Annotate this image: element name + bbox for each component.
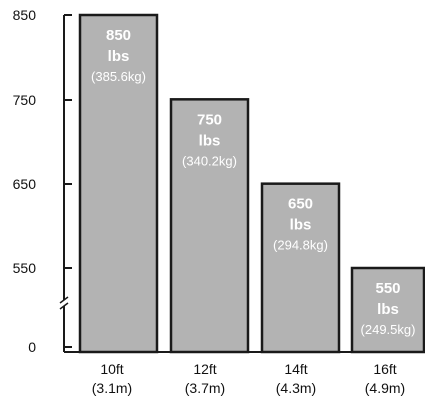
x-category-label: (4.9m) (365, 380, 405, 396)
bar-unit-label: lbs (108, 48, 130, 65)
bar-metric-label: (249.5kg) (361, 322, 416, 337)
bar (260, 182, 341, 354)
x-category-label: 14ft (284, 361, 307, 377)
x-category-label: (3.1m) (92, 380, 132, 396)
x-category-label: 10ft (100, 361, 123, 377)
y-tick-label: 0 (28, 339, 36, 355)
bar-value-label: 750 (197, 111, 222, 128)
x-category-label: (4.3m) (276, 380, 316, 396)
bar (350, 266, 425, 354)
x-axis-labels: 10ft (3.1m) 12ft (3.7m) 14ft (4.3m) 16ft (4.9m) (92, 361, 405, 396)
bar-unit-label: lbs (377, 301, 399, 318)
y-tick-label: 550 (13, 260, 37, 276)
bar-value-label: 550 (375, 280, 400, 297)
x-category-label: 16ft (373, 361, 396, 377)
bar-metric-label: (385.6kg) (91, 69, 146, 84)
bars: 850 lbs (385.6kg) 750 lbs (340.2kg) 650 lbs (294… (78, 13, 425, 354)
x-category-label: (3.7m) (185, 380, 225, 396)
y-axis-break-mark (59, 296, 69, 304)
bar-unit-label: lbs (290, 217, 312, 234)
bar-value-label: 850 (106, 27, 131, 44)
y-tick-label: 750 (13, 92, 37, 108)
x-category-label: 12ft (193, 361, 216, 377)
y-tick-label: 650 (13, 176, 37, 192)
bar-metric-label: (294.8kg) (273, 238, 328, 253)
bar (78, 13, 159, 354)
bar-metric-label: (340.2kg) (182, 153, 237, 168)
bar-unit-label: lbs (199, 132, 221, 149)
bar (169, 98, 250, 354)
bar-value-label: 650 (288, 196, 313, 213)
y-tick-label: 850 (13, 7, 37, 23)
